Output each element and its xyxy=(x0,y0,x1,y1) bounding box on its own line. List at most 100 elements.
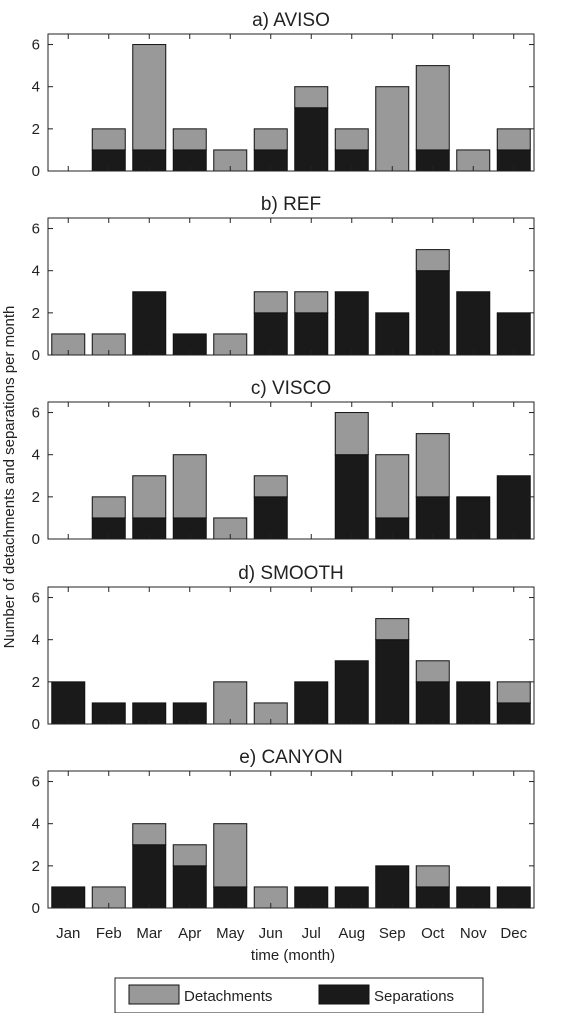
x-tick-label: Jul xyxy=(302,925,321,942)
axes-frame xyxy=(47,770,535,909)
y-tick-label: 6 xyxy=(32,590,40,607)
bar-detachments xyxy=(132,44,167,151)
x-tick-label: Mar xyxy=(136,925,162,942)
bar-detachments xyxy=(415,865,450,888)
legend-label-detachments: Detachments xyxy=(184,988,272,1005)
bar-detachments xyxy=(253,291,288,314)
x-tick-label: May xyxy=(216,925,245,942)
y-tick-label: 2 xyxy=(32,489,40,506)
bar-separations xyxy=(294,681,329,725)
bar-separations xyxy=(415,681,450,725)
bar-detachments xyxy=(132,475,167,519)
y-tick-label: 2 xyxy=(32,121,40,138)
y-tick-label: 6 xyxy=(32,405,40,422)
y-tick-label: 4 xyxy=(32,263,40,280)
bar-detachments xyxy=(496,681,531,704)
y-tick-label: 6 xyxy=(32,774,40,791)
y-tick-label: 0 xyxy=(32,347,40,364)
bar-detachments xyxy=(294,86,329,109)
panel-title: d) SMOOTH xyxy=(238,563,344,584)
panel: e) CANYON 0 2 4 6 Jan Feb Mar Apr May Jun Jul Aug Sep… xyxy=(32,747,535,942)
y-tick-label: 4 xyxy=(32,816,40,833)
panel-title: c) VISCO xyxy=(251,378,331,399)
x-axis-label: time (month) xyxy=(251,947,335,964)
x-tick-label: Nov xyxy=(460,925,487,942)
bar-detachments xyxy=(334,412,369,456)
bar-separations xyxy=(496,312,531,356)
y-tick-label: 6 xyxy=(32,37,40,54)
y-tick-label: 2 xyxy=(32,858,40,875)
x-tick-label: Aug xyxy=(338,925,365,942)
bar-separations xyxy=(415,270,450,356)
bar-separations xyxy=(334,660,369,725)
x-tick-label: Apr xyxy=(178,925,201,942)
x-tick-label: Oct xyxy=(421,925,445,942)
panel: d) SMOOTH 0 2 4 6 xyxy=(32,563,535,733)
bar-detachments xyxy=(294,291,329,314)
panel-title: a) AVISO xyxy=(252,10,330,31)
x-tick-label: Dec xyxy=(500,925,527,942)
bar-separations xyxy=(253,496,288,540)
panel-title: b) REF xyxy=(261,194,321,215)
x-tick-label: Jun xyxy=(259,925,283,942)
bar-detachments xyxy=(375,86,410,172)
panel: b) REF 0 2 4 6 xyxy=(32,194,535,364)
bar-detachments xyxy=(415,249,450,272)
bar-separations xyxy=(132,844,167,909)
legend: Detachments Separations xyxy=(114,977,484,1013)
bar-separations xyxy=(456,681,491,725)
y-tick-label: 2 xyxy=(32,305,40,322)
y-tick-label: 0 xyxy=(32,163,40,180)
bar-separations xyxy=(172,865,207,909)
bar-detachments xyxy=(496,128,531,151)
bar-separations xyxy=(253,312,288,356)
bar-separations xyxy=(375,639,410,725)
bar-detachments xyxy=(132,823,167,846)
bar-detachments xyxy=(213,681,248,725)
legend-label-separations: Separations xyxy=(374,988,454,1005)
legend-swatch-detachments xyxy=(128,984,180,1005)
bar-separations xyxy=(456,496,491,540)
bar-separations xyxy=(456,291,491,356)
bar-detachments xyxy=(415,433,450,498)
panel: c) VISCO 0 2 4 6 xyxy=(32,378,535,548)
bar-detachments xyxy=(415,660,450,683)
bar-detachments xyxy=(253,475,288,498)
y-tick-label: 2 xyxy=(32,674,40,691)
bar-separations xyxy=(375,865,410,909)
panels-layer: a) AVISO 0 2 4 6 b) REF 0 2 4 6 c) VISCO 0 2 4 6 d) SMO… xyxy=(32,10,535,942)
y-tick-label: 4 xyxy=(32,79,40,96)
x-tick-label: Feb xyxy=(96,925,122,942)
bar-detachments xyxy=(375,618,410,641)
bar-detachments xyxy=(213,823,248,888)
bar-separations xyxy=(415,496,450,540)
y-tick-label: 0 xyxy=(32,716,40,733)
bar-separations xyxy=(334,454,369,540)
bar-separations xyxy=(334,291,369,356)
x-tick-label: Sep xyxy=(379,925,406,942)
bar-separations xyxy=(375,312,410,356)
legend-swatch-separations xyxy=(318,984,370,1005)
x-tick-label: Jan xyxy=(56,925,80,942)
bar-detachments xyxy=(172,128,207,151)
axes-frame xyxy=(47,586,535,725)
panel-title: e) CANYON xyxy=(239,747,342,768)
bar-detachments xyxy=(375,454,410,519)
axes-frame xyxy=(47,33,535,172)
bar-detachments xyxy=(253,128,288,151)
bar-separations xyxy=(51,681,86,725)
bar-separations xyxy=(294,107,329,172)
y-tick-label: 0 xyxy=(32,900,40,917)
bar-separations xyxy=(294,312,329,356)
bar-detachments xyxy=(91,128,126,151)
bar-detachments xyxy=(172,454,207,519)
bar-detachments xyxy=(334,128,369,151)
bar-separations xyxy=(496,475,531,540)
bar-detachments xyxy=(91,496,126,519)
axes-frame xyxy=(47,401,535,540)
y-tick-label: 0 xyxy=(32,531,40,548)
y-tick-label: 4 xyxy=(32,447,40,464)
bar-detachments xyxy=(172,844,207,867)
panel: a) AVISO 0 2 4 6 xyxy=(32,10,535,180)
